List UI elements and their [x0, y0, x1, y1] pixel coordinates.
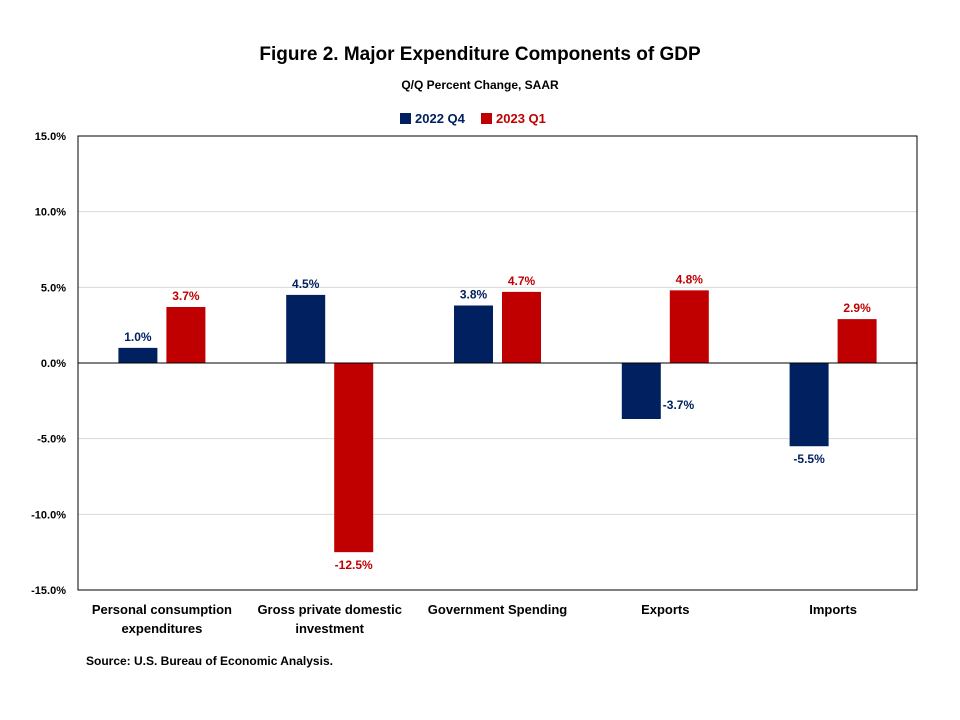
- y-tick-label: -15.0%: [31, 585, 66, 597]
- data-label: -5.5%: [793, 452, 825, 466]
- bar-2023-q1: [502, 291, 541, 363]
- bars: [118, 290, 877, 553]
- x-axis: Personal consumption expenditures Gross pr…: [92, 602, 857, 636]
- bar-2022-q4: [118, 347, 158, 363]
- bar-2022-q4: [789, 363, 829, 447]
- legend: 2022 Q4 2023 Q1: [400, 111, 546, 126]
- gridlines: [78, 211, 917, 515]
- source-note: Source: U.S. Bureau of Economic Analysis…: [86, 654, 333, 668]
- x-category-label: Exports: [641, 602, 689, 617]
- data-label: 4.5%: [292, 277, 320, 291]
- legend-swatch: [481, 113, 492, 124]
- data-label: 3.7%: [172, 289, 200, 303]
- bar-2023-q1: [334, 363, 374, 553]
- legend-label: 2022 Q4: [415, 111, 466, 126]
- legend-swatch: [400, 113, 411, 124]
- y-tick-label: -5.0%: [37, 434, 66, 446]
- data-labels: 1.0% 4.5% 3.8% -3.7% -5.5% 3.7% -12.5% 4.7% 4.8%…: [124, 272, 871, 572]
- data-label: 2.9%: [843, 301, 871, 315]
- chart-subtitle: Q/Q Percent Change, SAAR: [401, 78, 559, 92]
- data-label: 4.7%: [508, 274, 536, 288]
- y-tick-label: 0.0%: [41, 358, 66, 370]
- y-tick-label: -10.0%: [31, 509, 66, 521]
- y-tick-label: 5.0%: [41, 282, 66, 294]
- data-label: -3.7%: [663, 398, 695, 412]
- bar-2023-q1: [166, 307, 206, 363]
- bar-2023-q1: [837, 319, 877, 363]
- bar-2022-q4: [454, 305, 493, 363]
- data-label: -12.5%: [335, 558, 373, 572]
- data-label: 3.8%: [460, 287, 488, 301]
- x-category-label: Personal consumption: [92, 602, 232, 617]
- y-axis: 15.0% 10.0% 5.0% 0.0% -5.0% -10.0% -15.0%: [31, 131, 66, 597]
- data-label: 1.0%: [124, 330, 152, 344]
- x-category-label: Gross private domestic: [257, 602, 402, 617]
- legend-label: 2023 Q1: [496, 111, 546, 126]
- bar-2023-q1: [669, 290, 709, 363]
- bar-2022-q4: [286, 294, 326, 363]
- bar-2022-q4: [621, 363, 661, 419]
- y-tick-label: 15.0%: [35, 131, 66, 143]
- x-category-label: expenditures: [121, 621, 202, 636]
- chart-title: Figure 2. Major Expenditure Components o…: [259, 44, 701, 65]
- y-tick-label: 10.0%: [35, 207, 66, 219]
- x-category-label: investment: [295, 621, 364, 636]
- x-category-label: Government Spending: [428, 602, 567, 617]
- data-label: 4.8%: [676, 272, 704, 286]
- x-category-label: Imports: [809, 602, 857, 617]
